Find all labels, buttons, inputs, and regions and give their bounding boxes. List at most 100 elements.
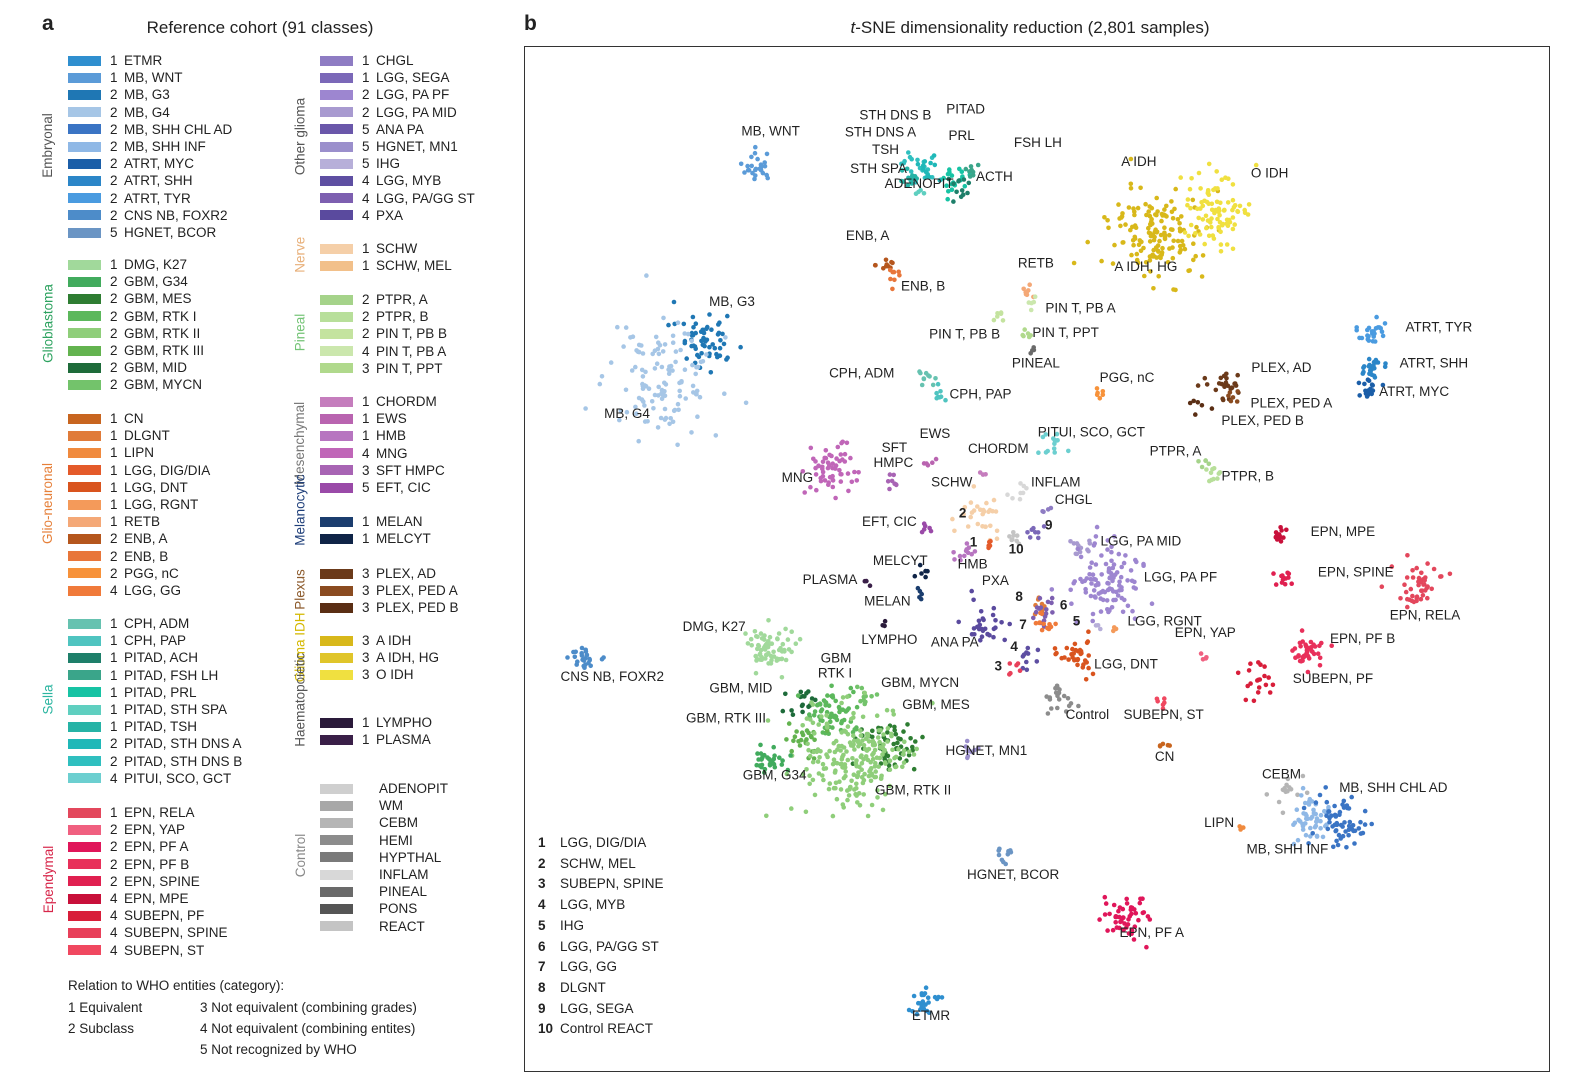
cluster-chordm: [977, 470, 988, 477]
data-point: [628, 335, 633, 340]
data-point: [965, 748, 970, 754]
legend-label: CPH, ADM: [124, 616, 190, 631]
data-point: [906, 1007, 912, 1013]
legend-swatch: [68, 362, 101, 373]
legend-category: 2: [110, 325, 118, 341]
data-point: [1069, 601, 1074, 606]
legend-swatch: [68, 738, 101, 749]
data-point: [837, 467, 842, 473]
legend-label: SUBEPN, SPINE: [124, 925, 228, 941]
data-point: [844, 708, 850, 713]
data-point: [1037, 595, 1043, 601]
data-point: [923, 169, 929, 175]
legend-item: 1 CPH, ADM: [68, 615, 189, 632]
data-point: [1271, 571, 1276, 576]
legend-item: 2 GBM, RTK II: [68, 325, 200, 342]
legend-item: 2 ATRT, SHH: [68, 172, 193, 189]
data-point: [949, 187, 955, 192]
data-point: [830, 761, 836, 767]
data-point: [1073, 647, 1079, 653]
data-point: [917, 588, 923, 594]
data-point: [936, 994, 941, 1000]
cluster-inflam: [1005, 481, 1029, 502]
legend-label: PITAD, TSH: [124, 719, 198, 735]
data-point: [971, 508, 977, 513]
relation-item-1: 1 Equivalent: [68, 1000, 143, 1015]
data-point: [943, 397, 948, 403]
data-point: [1078, 576, 1083, 582]
data-point: [634, 348, 639, 353]
legend-category: 1: [110, 667, 118, 683]
data-point: [859, 767, 864, 772]
cluster-label: ETMR: [912, 1008, 950, 1023]
data-point: [849, 716, 854, 722]
data-point: [690, 314, 696, 320]
data-point: [820, 761, 826, 767]
legend-label: GBM, MYCN: [124, 377, 203, 393]
legend-swatch: [320, 886, 353, 897]
data-point: [1128, 186, 1134, 191]
data-point: [846, 793, 852, 798]
legend-item: 1 MB, WNT: [68, 69, 183, 86]
data-point: [837, 458, 842, 464]
data-point: [921, 167, 926, 172]
data-point: [1087, 572, 1092, 577]
data-point: [914, 746, 919, 752]
data-point: [1311, 807, 1316, 813]
data-point: [1315, 651, 1321, 656]
legend-label: HEMI: [379, 832, 413, 848]
data-point: [1204, 382, 1210, 387]
data-point: [882, 623, 887, 629]
legend-swatch: [320, 635, 353, 646]
data-point: [579, 653, 585, 658]
data-point: [1049, 587, 1055, 592]
data-point: [1024, 659, 1029, 665]
legend-category: 1: [110, 719, 118, 735]
data-point: [1090, 618, 1095, 624]
data-point: [660, 349, 666, 354]
data-point: [1039, 601, 1045, 607]
data-point: [880, 807, 886, 813]
data-point: [872, 742, 878, 748]
data-point: [676, 407, 681, 413]
data-point: [762, 770, 767, 775]
data-point: [1156, 274, 1161, 279]
data-point: [845, 757, 851, 763]
cluster-control: [1044, 683, 1081, 716]
data-point: [757, 763, 762, 768]
data-point: [848, 455, 853, 461]
legend-item: 2 GBM, RTK III: [68, 342, 204, 359]
legend-item: 2 CNS NB, FOXR2: [68, 207, 228, 224]
data-point: [1148, 269, 1153, 274]
legend-item: 2 EPN, PF B: [68, 856, 189, 873]
data-point: [1031, 299, 1037, 305]
data-point: [1167, 232, 1172, 238]
data-point: [695, 414, 700, 420]
data-point: [846, 488, 851, 494]
data-point: [1313, 811, 1318, 817]
cluster-lipn: [1237, 824, 1246, 832]
cluster-dmg-k27: [743, 618, 803, 680]
data-point: [754, 658, 759, 663]
cluster-label: MELAN: [864, 593, 911, 608]
legend-label: HMB: [376, 428, 406, 444]
data-point: [1373, 326, 1379, 331]
data-point: [654, 361, 660, 367]
data-point: [1126, 205, 1132, 210]
data-point: [860, 738, 865, 743]
data-point: [666, 322, 671, 328]
data-point: [639, 343, 644, 348]
data-point: [951, 199, 956, 204]
data-point: [844, 440, 850, 446]
legend-swatch: [320, 175, 353, 186]
cluster-label: GBM, G34: [743, 768, 807, 783]
legend-swatch: [68, 687, 101, 698]
data-point: [962, 183, 968, 189]
data-point: [1011, 530, 1016, 535]
data-point: [815, 759, 821, 764]
data-point: [999, 620, 1004, 625]
legend-swatch: [68, 551, 101, 562]
data-point: [764, 813, 769, 819]
data-point: [1132, 234, 1138, 240]
cluster-gbm-g34: [754, 742, 793, 775]
